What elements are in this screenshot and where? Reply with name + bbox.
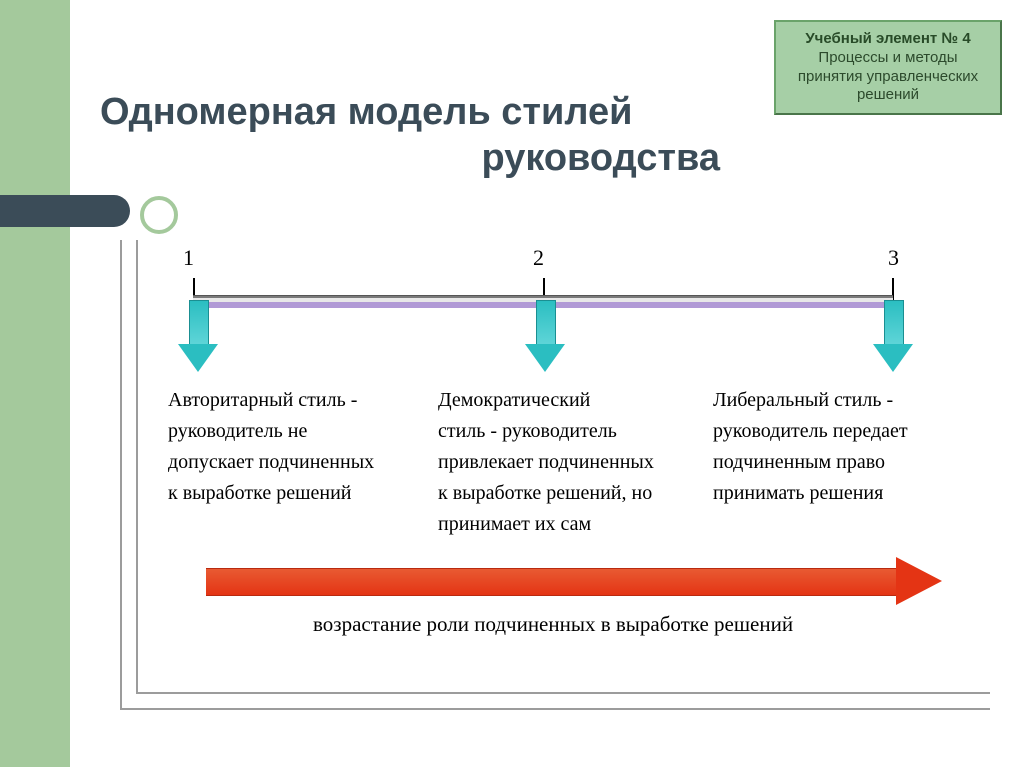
badge-sub-1: Процессы и методы — [782, 49, 994, 68]
bottom-caption: возрастание роли подчиненных в выработке… — [313, 612, 793, 637]
column-2-text: Демократический стиль - руководитель при… — [438, 385, 708, 540]
c3-l4: принимать решения — [713, 482, 883, 504]
badge-title: Учебный элемент № 4 — [782, 30, 994, 49]
c2-l5: принимает их сам — [438, 513, 591, 535]
slide-title: Одномерная модель стилей руководства — [100, 90, 760, 181]
c2-l1: Демократический — [438, 389, 590, 411]
title-line-1: Одномерная модель стилей — [100, 91, 633, 133]
down-arrow-2-icon — [525, 300, 565, 372]
c1-l1: Авторитарный стиль - — [168, 389, 357, 411]
c2-l4: к выработке решений, но — [438, 482, 652, 504]
big-red-arrow-icon — [206, 568, 946, 594]
badge-sub-3: решений — [782, 86, 994, 105]
down-arrow-3-icon — [873, 300, 913, 372]
c1-l2: руководитель не — [168, 420, 307, 442]
column-3-text: Либеральный стиль - руководитель передае… — [713, 385, 983, 509]
title-bullet-icon — [140, 196, 178, 234]
lesson-badge: Учебный элемент № 4 Процессы и методы пр… — [774, 20, 1002, 115]
scale-number-2: 2 — [533, 245, 544, 271]
left-strip — [0, 0, 70, 767]
badge-sub-2: принятия управленческих — [782, 68, 994, 87]
scale-number-1: 1 — [183, 245, 194, 271]
c3-l3: подчиненным право — [713, 451, 885, 473]
c2-l2: стиль - руководитель — [438, 420, 617, 442]
c1-l3: допускает подчиненных — [168, 451, 374, 473]
scale-number-3: 3 — [888, 245, 899, 271]
title-line-2: руководства — [100, 136, 760, 182]
title-pill — [0, 195, 130, 227]
diagram-inner-frame: 1 2 3 Авторитарный стиль - руководитель … — [136, 240, 990, 694]
c3-l2: руководитель передает — [713, 420, 908, 442]
c2-l3: привлекает подчиненных — [438, 451, 654, 473]
column-1-text: Авторитарный стиль - руководитель не доп… — [168, 385, 438, 509]
diagram-frame: 1 2 3 Авторитарный стиль - руководитель … — [120, 240, 990, 710]
down-arrow-1-icon — [178, 300, 218, 372]
c1-l4: к выработке решений — [168, 482, 352, 504]
c3-l1: Либеральный стиль - — [713, 389, 893, 411]
